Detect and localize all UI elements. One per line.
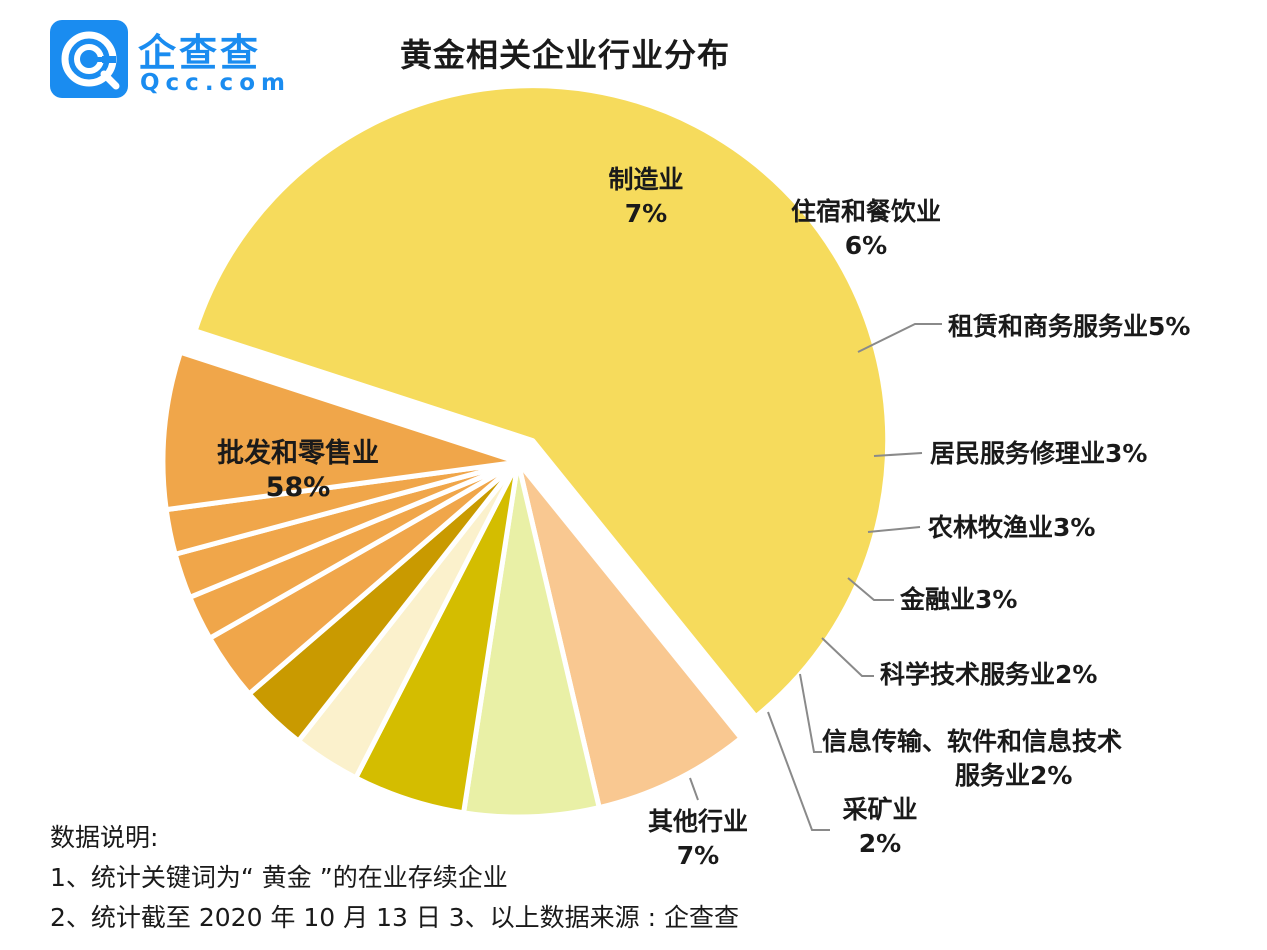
slice-label: 居民服务修理业3% (930, 439, 1147, 468)
slice-label: 信息传输、软件和信息技术 (822, 727, 1122, 756)
data-notes: 数据说明: 1、统计关键词为“ 黄金 ”的在业存续企业 2、统计截至 2020 … (50, 818, 950, 938)
slice-value-label: 服务业2% (955, 761, 1072, 790)
slice-value-label: 7% (677, 841, 719, 870)
logo-domain: Qcc.com (140, 70, 291, 96)
slice-label: 批发和零售业 (217, 437, 379, 469)
pie-slices (160, 83, 891, 820)
slice-value-label: 6% (845, 231, 887, 260)
leader-line (867, 526, 921, 533)
leader-line (821, 637, 874, 677)
qcc-logo-icon (50, 20, 128, 98)
leader-line (799, 673, 822, 753)
slice-label: 科学技术服务业2% (880, 660, 1097, 689)
leader-line (873, 452, 923, 457)
pie-slice (461, 459, 602, 820)
slice-label: 采矿业 (842, 795, 917, 824)
slice-label: 租赁和商务服务业5% (948, 312, 1190, 341)
slice-label: 住宿和餐饮业 (791, 197, 941, 226)
slice-value-label: 7% (625, 199, 667, 228)
leader-line (847, 577, 894, 601)
slice-value-label: 2% (859, 829, 901, 858)
pie-slice (192, 83, 891, 720)
slice-label: 金融业3% (899, 585, 1017, 614)
notes-line-1: 1、统计关键词为“ 黄金 ”的在业存续企业 (50, 863, 508, 892)
notes-line-2: 2、统计截至 2020 年 10 月 13 日 3、以上数据来源 : 企查查 (50, 903, 740, 932)
logo-name: 企查查 (138, 31, 262, 75)
pie-slice (160, 349, 521, 513)
notes-heading: 数据说明: (50, 823, 159, 852)
slice-label: 制造业 (608, 165, 683, 194)
slice-value-label: 58% (266, 472, 331, 503)
qcc-logo: 企查查 Qcc.com (50, 20, 285, 100)
leader-line (689, 777, 699, 801)
leader-lines (689, 323, 942, 831)
leader-line (857, 323, 942, 353)
slice-label: 农林牧渔业3% (927, 513, 1095, 542)
pie-slice (515, 459, 744, 811)
slice-label: 其他行业 (648, 807, 748, 836)
chart-title: 黄金相关企业行业分布 (400, 36, 731, 74)
leader-line (767, 711, 830, 831)
